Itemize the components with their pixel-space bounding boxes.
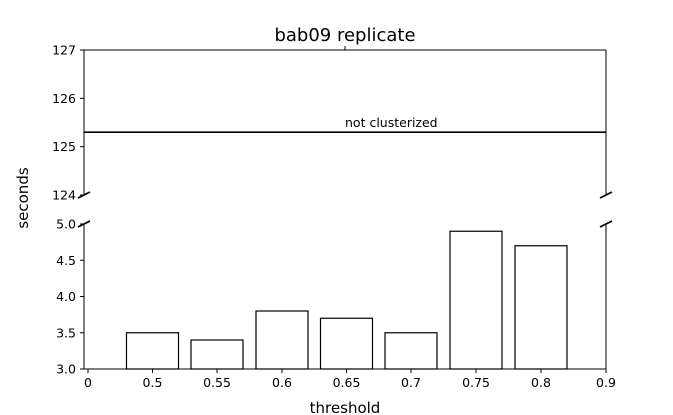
x-tick-label: 0.65	[333, 375, 361, 390]
y-axis-label: seconds	[14, 167, 32, 228]
x-tick-label: 0.7	[401, 375, 421, 390]
top-y-tick-label: 127	[52, 43, 76, 58]
axis-break-mark	[599, 220, 613, 228]
bar	[190, 339, 244, 370]
bottom-y-tick-label: 5.0	[56, 217, 76, 232]
bottom-panel: 3.0 3.5 4.0 4.5 5.0 0 0.5 0.55 0.6 0.65 0.7 0.75 0.8…	[56, 217, 616, 391]
axis-break-mark	[599, 191, 613, 199]
axis-break-mark	[77, 220, 91, 228]
axis-break-mark	[77, 191, 91, 199]
top-y-tick-label: 126	[52, 91, 76, 106]
bottom-y-tick-label: 3.0	[56, 362, 76, 377]
x-tick-label: 0	[84, 375, 92, 390]
x-tick-label: 0.6	[272, 375, 292, 390]
top-y-tick-label: 124	[52, 188, 76, 203]
axis-break-marks	[77, 191, 613, 228]
top-y-tick-label: 125	[52, 139, 76, 154]
x-axis-label: threshold	[310, 399, 381, 415]
bar	[384, 332, 438, 370]
bottom-y-tick-label: 4.0	[56, 289, 76, 304]
bar	[319, 317, 374, 370]
bar	[449, 230, 503, 370]
reference-line-label: not clusterized	[345, 115, 438, 130]
bottom-y-tick-label: 4.5	[56, 253, 76, 268]
bar	[125, 332, 180, 370]
x-tick-label: 0.5	[143, 375, 163, 390]
x-tick-label: 0.9	[596, 375, 616, 390]
x-tick-label: 0.75	[462, 375, 490, 390]
bar	[255, 310, 309, 370]
chart-title: bab09 replicate	[274, 25, 415, 46]
bar	[514, 245, 568, 370]
x-tick-label: 0.55	[203, 375, 231, 390]
bottom-y-tick-label: 3.5	[56, 325, 76, 340]
x-tick-label: 0.8	[531, 375, 551, 390]
top-panel: 124 125 126 127 not clusterized	[52, 43, 607, 203]
